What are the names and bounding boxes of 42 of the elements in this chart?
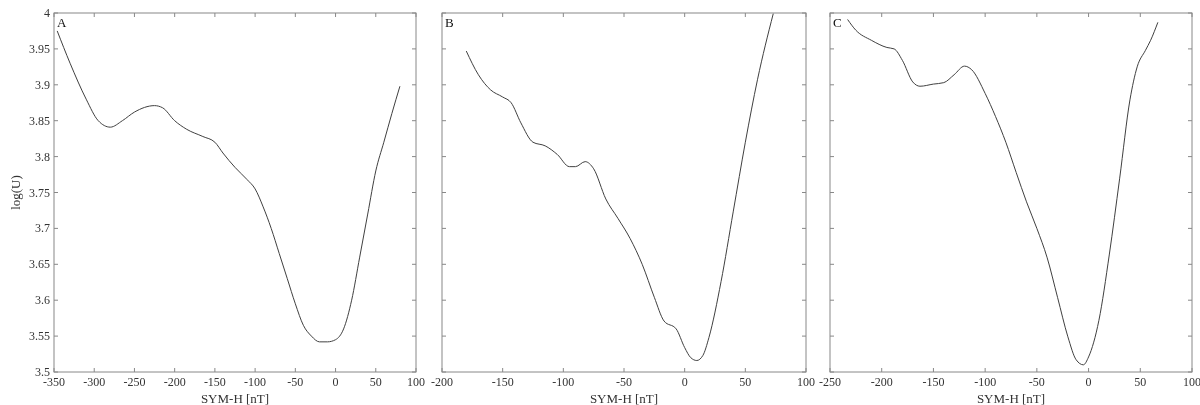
- chart-title: B: [445, 15, 454, 30]
- x-tick-label: -50: [616, 375, 632, 389]
- x-tick-label: -200: [870, 375, 893, 389]
- x-tick-label: 100: [1183, 375, 1200, 389]
- x-tick-label: 0: [681, 375, 688, 389]
- x-tick-label: 100: [407, 375, 425, 389]
- x-tick-label: -100: [974, 375, 997, 389]
- x-tick-label: -250: [819, 375, 841, 389]
- chart-title: A: [57, 15, 67, 30]
- x-tick-label: 0: [1085, 375, 1092, 389]
- chart-title: C: [833, 15, 842, 30]
- x-tick-label: 0: [332, 375, 339, 389]
- y-tick-label: 4: [44, 6, 50, 20]
- y-tick-label: 3.65: [29, 257, 50, 272]
- x-tick-label: 50: [369, 375, 382, 389]
- x-tick-label: 100: [797, 375, 815, 389]
- x-axis-title: SYM-H [nT]: [200, 391, 270, 405]
- x-tick-label: 50: [1134, 375, 1147, 389]
- y-tick-label: 3.85: [29, 113, 50, 128]
- x-tick-label: -100: [244, 375, 267, 389]
- x-axis-title: SYM-H [nT]: [976, 391, 1046, 405]
- x-axis-title: SYM-H [nT]: [589, 391, 659, 405]
- y-tick-label: 3.8: [35, 149, 50, 164]
- x-tick-label: -200: [163, 375, 186, 389]
- x-tick-label: -50: [1028, 375, 1045, 389]
- x-tick-label: -150: [491, 375, 514, 389]
- x-tick-label: -300: [83, 375, 106, 389]
- x-tick-label: -200: [431, 375, 453, 389]
- x-tick-label: -150: [922, 375, 945, 389]
- y-tick-label: 3.7: [35, 221, 50, 236]
- x-tick-label: -150: [203, 375, 226, 389]
- x-tick-label: -100: [552, 375, 575, 389]
- y-tick-label: 3.75: [29, 185, 50, 200]
- y-axis-title: log(U): [8, 175, 23, 210]
- y-tick-label: 3.6: [35, 293, 50, 308]
- x-tick-label: 50: [739, 375, 752, 389]
- line-series: [56, 30, 401, 343]
- x-tick-label: -250: [123, 375, 146, 389]
- y-tick-label: 3.55: [29, 329, 50, 344]
- y-tick-label: 3.9: [35, 77, 50, 92]
- y-tick-label: 3.95: [29, 41, 50, 56]
- x-tick-label: -50: [287, 375, 304, 389]
